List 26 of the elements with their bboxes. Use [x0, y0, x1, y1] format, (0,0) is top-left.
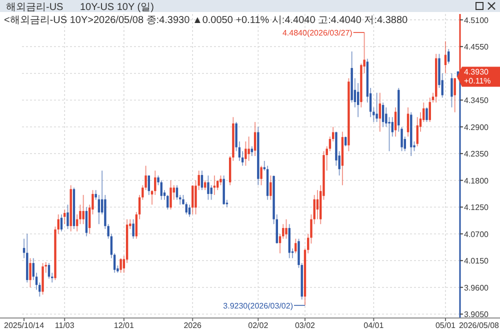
x-tick-label: 12/01 [114, 321, 134, 330]
y-tick-label: 3.9050 [464, 310, 490, 320]
annotation: <해외금리-US 10Y>2026/05/08 종:4.3930 ▲0.0050 +0.11% 시:4.4040 고:4.4040 저:4.3880 [4, 15, 408, 26]
text: 4.3930 +0.11% [464, 68, 491, 86]
x-tick-label: 03/02 [294, 321, 316, 330]
y-tick-label: 4.5100 [464, 16, 490, 25]
y-tick-label: 4.2900 [464, 122, 490, 132]
y-tick-label: 4.1250 [464, 203, 490, 212]
y-tick-label: 4.0150 [464, 256, 490, 266]
x-tick-label: 11/03 [54, 321, 75, 330]
y-tick-label: 4.0700 [464, 230, 490, 239]
chart-subtitle: 10Y-US 10Y (일) [80, 2, 154, 13]
x-tick-label: 2026 [184, 321, 202, 330]
y-tick-label: 4.4550 [464, 42, 490, 52]
x-tick-label: 05/01 [435, 321, 456, 330]
annotation: 4.4840(2026/03/27) [282, 28, 353, 38]
y-tick-label: 4.1800 [464, 176, 490, 186]
y-tick-label: 3.9600 [464, 283, 490, 292]
text: 2026/05/08 [458, 321, 500, 330]
x-tick-label: 04/01 [364, 321, 384, 330]
x-tick-label: 2025/10/14 [4, 321, 45, 330]
x-tick-label: 02/02 [248, 321, 269, 330]
annotation: 3.9230(2026/03/02) [223, 301, 294, 310]
y-tick-label: 4.3450 [464, 96, 490, 106]
chart-title: 해외금리-US [6, 2, 64, 13]
y-tick-label: 4.2350 [464, 150, 490, 159]
